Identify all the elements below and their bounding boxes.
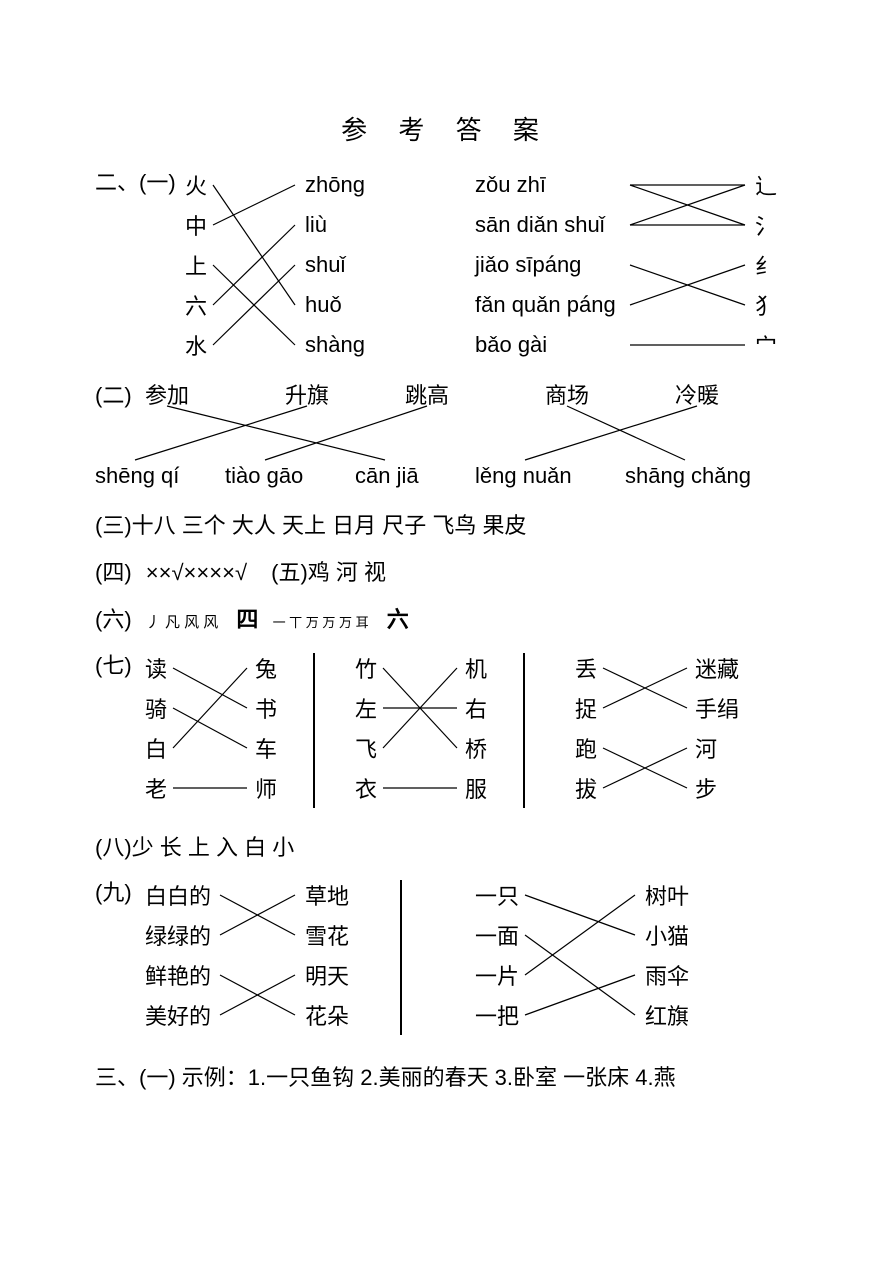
- section-4-5: (四) ××√××××√ (五)鸡 河 视: [95, 555, 386, 587]
- section-1: 二、(一) 火 中 上 六 水 zhōng liù shuǐ huǒ shàng…: [95, 165, 785, 365]
- section-7: (七) 读 骑 白 老 兔 书 车 师 竹 左 飞 衣 机 右 桥 服 丢 捉 …: [95, 648, 795, 818]
- section-9: (九) 白白的 绿绿的 鲜艳的 美好的 草地 雪花 明天 花朵 一只 一面 一片…: [95, 875, 795, 1045]
- section-4-label: (四): [95, 560, 132, 585]
- match-lines-7: [95, 648, 795, 818]
- text: 1.一只鱼钩 2.美丽的春天 3.卧室 一张床 4.燕: [248, 1065, 676, 1090]
- strokes: 一 丅 万 万 万 耳: [273, 612, 369, 631]
- text: ××√××××√: [146, 560, 247, 585]
- strokes: 丿 凡 风 风: [146, 611, 219, 632]
- text: 四: [236, 607, 258, 632]
- section-6: (六) 丿 凡 风 风 四 一 丅 万 万 万 耳 六: [95, 602, 409, 634]
- text: 少 长 上 入 白 小: [132, 835, 295, 860]
- section-8: (八)少 长 上 入 白 小: [95, 830, 294, 862]
- match-lines-9: [95, 875, 795, 1045]
- section-5-label: (五): [271, 560, 308, 585]
- section-3-label: (三): [95, 513, 132, 538]
- section-10: 三、(一) 示例：1.一只鱼钩 2.美丽的春天 3.卧室 一张床 4.燕: [95, 1060, 795, 1092]
- text: 鸡 河 视: [308, 560, 386, 585]
- section-10-label: 三、(一) 示例：: [95, 1065, 248, 1090]
- match-lines-1b: [95, 165, 785, 375]
- section-8-label: (八): [95, 835, 132, 860]
- section-2: (二) 参加 升旗 跳高 商场 冷暖 shēng qí tiào gāo cān…: [95, 378, 795, 488]
- match-lines-2: [95, 378, 795, 488]
- section-3: (三)十八 三个 大人 天上 日月 尺子 飞鸟 果皮: [95, 508, 526, 540]
- text: 六: [387, 607, 409, 632]
- text: 十八 三个 大人 天上 日月 尺子 飞鸟 果皮: [132, 513, 527, 538]
- page-title: 参 考 答 案: [0, 110, 892, 147]
- section-6-label: (六): [95, 607, 132, 632]
